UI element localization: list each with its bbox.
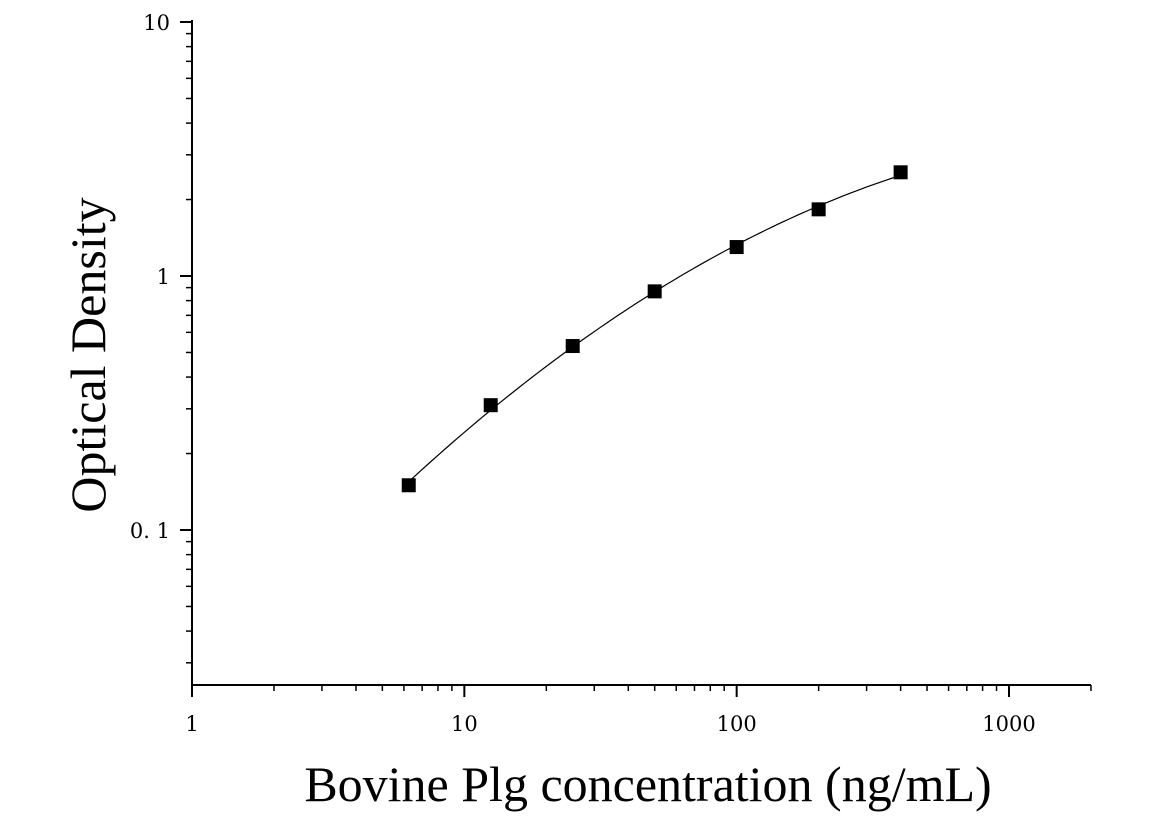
plot-area: 1 10 100 1000 0. 1 1 10 bbox=[130, 11, 1092, 736]
y-tick-label: 1 bbox=[157, 265, 170, 289]
x-tick-label: 1000 bbox=[982, 712, 1035, 736]
x-tick-label: 10 bbox=[451, 712, 478, 736]
x-axis-title: Bovine Plg concentration (ng/mL) bbox=[304, 756, 991, 812]
data-point bbox=[729, 240, 744, 255]
x-tick-label: 100 bbox=[717, 712, 757, 736]
fit-curve bbox=[408, 174, 901, 483]
data-point bbox=[811, 202, 826, 217]
data-point bbox=[647, 284, 662, 299]
data-point bbox=[893, 165, 908, 180]
y-tick-label: 10 bbox=[143, 11, 170, 35]
data-point bbox=[565, 339, 580, 354]
y-axis-title: Optical Density bbox=[60, 197, 116, 512]
data-point bbox=[401, 478, 416, 493]
y-tick-label: 0. 1 bbox=[130, 519, 170, 543]
data-point bbox=[483, 398, 498, 413]
x-tick-label: 1 bbox=[185, 712, 198, 736]
